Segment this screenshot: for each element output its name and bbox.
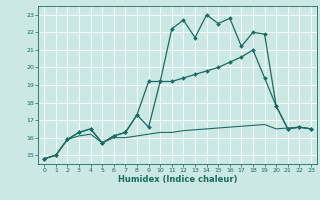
- X-axis label: Humidex (Indice chaleur): Humidex (Indice chaleur): [118, 175, 237, 184]
